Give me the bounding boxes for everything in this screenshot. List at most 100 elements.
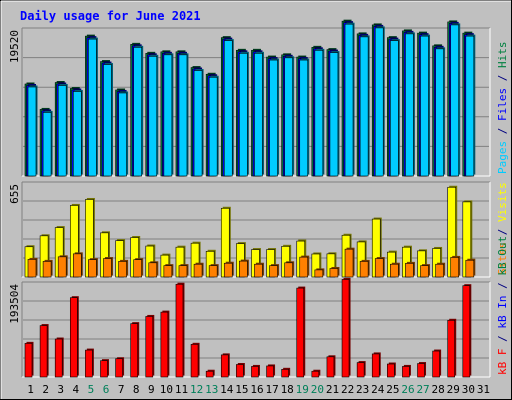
bar-pages-day-11 <box>178 54 188 177</box>
bar-pages-day-19 <box>299 59 309 177</box>
bar-pages-day-28 <box>435 48 444 177</box>
legend-part: Visits <box>496 182 509 222</box>
bar-kb-f-day-18 <box>281 369 289 378</box>
chart-title: Daily usage for June 2021 <box>20 9 201 23</box>
bar-pages-day-18 <box>284 57 293 177</box>
legend-part: Files <box>496 88 509 121</box>
bar-sites-day-13 <box>208 265 218 278</box>
legend-part: Hits <box>496 42 509 69</box>
bar-kb-f-day-22 <box>341 279 350 378</box>
bar-sites-day-30 <box>465 259 475 278</box>
bar-pages-day-3 <box>57 85 67 177</box>
bar-kb-f-day-11 <box>175 283 184 378</box>
y-max-label: 655 <box>8 184 21 204</box>
bar-pages-day-7 <box>118 92 127 177</box>
y-max-label: 193504 <box>8 284 21 324</box>
x-tick-label: 18 <box>281 383 294 396</box>
bar-kb-f-day-2 <box>39 325 48 378</box>
bar-sites-day-29 <box>450 257 460 278</box>
bar-pages-day-27 <box>420 35 429 177</box>
bar-sites-day-26 <box>405 263 414 278</box>
bar-pages-day-8 <box>133 47 142 177</box>
legend-visits-sites: Sites / Visits <box>496 182 509 275</box>
bar-kb-f-day-20 <box>311 370 320 378</box>
bar-pages-day-29 <box>450 24 460 177</box>
bar-kb-f-day-10 <box>160 311 169 378</box>
legend-part: / <box>496 329 509 349</box>
x-tick-label: 25 <box>386 383 399 396</box>
bar-sites-day-9 <box>148 262 158 278</box>
x-tick-label: 11 <box>175 383 188 396</box>
legend-part: Pages <box>496 141 509 174</box>
bar-sites-day-5 <box>88 259 97 278</box>
legend-part: / <box>496 222 509 242</box>
bar-kb-f-day-19 <box>296 287 305 378</box>
bar-sites-day-24 <box>374 258 384 278</box>
x-tick-label: 16 <box>250 383 263 396</box>
bar-sites-day-25 <box>390 263 399 278</box>
x-tick-label: 13 <box>205 383 218 396</box>
x-tick-label: 15 <box>235 383 248 396</box>
bar-sites-day-1 <box>27 259 37 278</box>
bar-sites-day-16 <box>254 263 263 278</box>
bar-kb-f-day-28 <box>432 350 440 378</box>
bar-sites-day-11 <box>178 265 188 278</box>
legend-hits-files-pages: Pages / Files / Hits <box>496 42 509 175</box>
bar-sites-day-21 <box>329 268 339 278</box>
bar-kb-f-day-9 <box>145 316 154 378</box>
bar-kb-f-day-25 <box>387 363 395 378</box>
bar-pages-day-4 <box>72 91 82 177</box>
legend-part: kB F <box>496 349 509 376</box>
legend-kbytes: kB F / kB In / kB Out <box>496 236 509 375</box>
x-tick-label: 31 <box>477 383 490 396</box>
bar-sites-day-10 <box>163 265 173 278</box>
x-tick-label: 6 <box>103 383 110 396</box>
bar-kb-f-day-3 <box>54 338 63 378</box>
bar-kb-f-day-6 <box>100 360 108 378</box>
x-tick-label: 22 <box>341 383 354 396</box>
bar-kb-f-day-24 <box>371 353 380 378</box>
x-tick-label: 20 <box>311 383 324 396</box>
bar-kb-f-day-30 <box>462 285 471 378</box>
x-tick-label: 27 <box>416 383 429 396</box>
bar-pages-day-15 <box>239 53 248 177</box>
x-tick-label: 8 <box>133 383 140 396</box>
x-tick-label: 24 <box>371 383 385 396</box>
bar-sites-day-12 <box>193 263 203 278</box>
bar-pages-day-6 <box>103 64 112 177</box>
x-tick-label: 2 <box>42 383 49 396</box>
panel-kbytes <box>22 282 490 377</box>
bar-pages-day-26 <box>405 33 414 177</box>
legend-part: / <box>496 276 509 296</box>
bar-pages-day-22 <box>344 23 354 177</box>
bar-sites-day-7 <box>118 261 127 278</box>
bar-kb-f-day-1 <box>24 343 33 378</box>
bar-pages-day-14 <box>223 40 233 177</box>
bar-sites-day-20 <box>314 269 324 278</box>
bar-kb-f-day-26 <box>402 366 410 378</box>
bar-kb-f-day-12 <box>190 344 199 378</box>
legend-part: kB In <box>496 296 509 329</box>
legend-part: Sites <box>496 242 509 275</box>
x-tick-label: 5 <box>88 383 95 396</box>
x-tick-label: 9 <box>148 383 155 396</box>
x-tick-label: 17 <box>265 383 278 396</box>
x-tick-label: 30 <box>462 383 475 396</box>
x-tick-label: 4 <box>73 383 80 396</box>
bar-kb-f-day-29 <box>447 319 456 378</box>
x-tick-label: 14 <box>220 383 234 396</box>
x-tick-label: 19 <box>296 383 309 396</box>
bar-pages-day-9 <box>148 56 158 177</box>
bar-pages-day-5 <box>88 38 97 177</box>
x-tick-label: 23 <box>356 383 369 396</box>
bar-pages-day-24 <box>374 27 384 177</box>
y-max-label: 19520 <box>8 30 21 63</box>
bar-kb-f-day-13 <box>205 370 214 378</box>
bar-sites-day-23 <box>359 261 369 278</box>
bar-pages-day-16 <box>254 53 263 177</box>
bar-pages-day-2 <box>42 112 52 177</box>
x-tick-label: 1 <box>27 383 34 396</box>
bar-sites-day-3 <box>57 256 67 278</box>
bar-sites-day-15 <box>239 260 248 278</box>
bar-sites-day-18 <box>284 262 293 278</box>
